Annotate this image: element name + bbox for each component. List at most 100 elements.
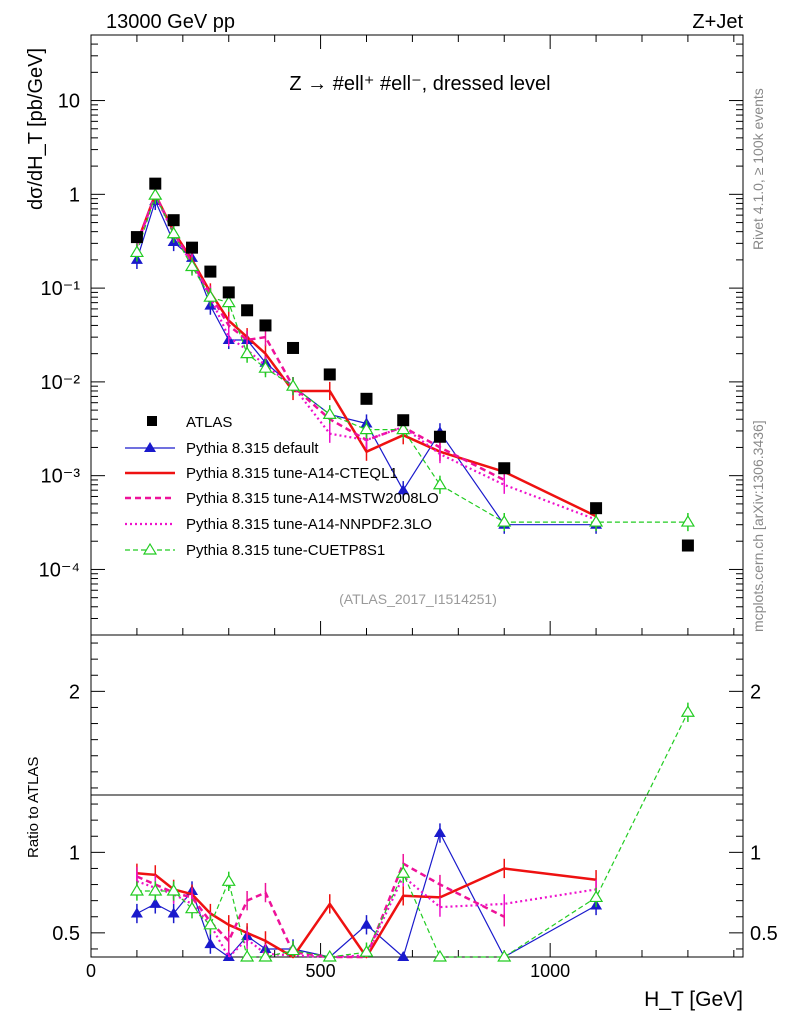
marker-cuetp-ratio (497, 949, 512, 962)
marker-cuetp-main (589, 514, 604, 527)
ratio-plot-frame (90, 634, 744, 958)
atlas-point-main (590, 502, 603, 515)
atlas-point-main (287, 341, 300, 354)
atlas-point-main (323, 368, 336, 381)
marker-cuetp-main (322, 407, 337, 420)
marker-cuetp-ratio (680, 705, 695, 717)
marker-default-ratio (149, 897, 162, 908)
main-series (129, 177, 695, 552)
atlas-point-main (222, 286, 235, 299)
atlas-point-main (186, 241, 199, 254)
marker-cuetp-main (148, 187, 163, 200)
legend-label-default: Pythia 8.315 default (186, 440, 319, 457)
atlas-point-main (433, 430, 446, 443)
marker-cuetp-ratio (322, 949, 337, 962)
atlas-point-main (681, 539, 694, 552)
marker-cuetp-main (359, 422, 374, 435)
ratio-tick-label-right: 2 (750, 681, 761, 703)
legend-symbol-atlas (147, 416, 157, 426)
y-tick-label: 1 (69, 184, 80, 206)
legend-label-atlas: ATLAS (186, 414, 232, 431)
x-tick-label: 500 (306, 961, 336, 981)
beam-label: 13000 GeV pp (106, 11, 235, 33)
marker-cuetp-ratio (359, 945, 374, 957)
series-line-default-ratio (136, 832, 597, 958)
marker-default-ratio (360, 918, 373, 929)
marker-cuetp-ratio (184, 901, 200, 914)
mcplots-label: mcplots.cern.ch [arXiv:1306.3436] (750, 420, 766, 632)
marker-cuetp-main (258, 361, 273, 373)
x-axis-title: H_T [GeV] (644, 988, 743, 1011)
y-tick-label: 10 (58, 91, 80, 113)
marker-cuetp-main (129, 245, 144, 258)
ratio-tick-label-right: 1 (750, 842, 761, 864)
atlas-point-main (360, 392, 373, 405)
rivet-label: Rivet 4.1.0, ≥ 100k events (750, 88, 766, 250)
marker-cuetp-ratio (240, 949, 255, 962)
y-tick-label: 10⁻⁴ (39, 559, 80, 581)
marker-cuetp-ratio (129, 883, 144, 896)
marker-cuetp-ratio (589, 890, 604, 903)
series-line-cuetp-main (136, 194, 688, 523)
marker-default-ratio (130, 907, 143, 918)
atlas-point-main (130, 231, 143, 244)
marker-cuetp-ratio (432, 949, 448, 962)
marker-cuetp-main (497, 514, 512, 527)
legend-marker-cuetp (142, 542, 158, 555)
marker-cuetp-main (240, 346, 255, 359)
marker-cuetp-main (432, 477, 448, 490)
x-tick-label: 1000 (530, 961, 570, 981)
ratio-series (129, 702, 695, 962)
marker-cuetp-ratio (258, 949, 273, 962)
y-axis-title: dσ/dH_T [pb/GeV] (25, 48, 47, 210)
ratio-tick-label-left: 2 (69, 681, 80, 703)
marker-cuetp-ratio (285, 943, 301, 956)
ratio-tick-label-left: 1 (69, 842, 80, 864)
y-tick-label: 10⁻¹ (41, 278, 81, 300)
marker-cuetp-ratio (203, 917, 218, 930)
legend-label-mstw: Pythia 8.315 tune-A14-MSTW2008LO (186, 490, 439, 507)
legend-marker-default (144, 442, 156, 452)
marker-cuetp-ratio (396, 866, 411, 878)
ratio-tick-label-left: 0.5 (52, 923, 80, 945)
marker-cuetp-ratio (221, 874, 236, 886)
legend: ATLAS Pythia 8.315 default Pythia 8.315 … (125, 414, 439, 559)
plot-title: Z → #ell⁺ #ell⁻, dressed level (289, 73, 550, 95)
atlas-point-main (498, 462, 511, 475)
marker-cuetp-main (396, 422, 411, 435)
marker-cuetp-ratio (166, 883, 181, 896)
y-tick-label: 10⁻³ (41, 466, 81, 488)
x-tick-label: 0 (86, 961, 96, 981)
series-line-cuetp-ratio (136, 712, 689, 958)
legend-label-cuetp: Pythia 8.315 tune-CUETP8S1 (186, 542, 385, 559)
marker-default-main (397, 484, 410, 495)
atlas-point-main (241, 304, 254, 317)
series-line-nnpdf-ratio (136, 875, 597, 959)
ratio-axis-title: Ratio to ATLAS (25, 757, 42, 858)
atlas-point-main (204, 265, 217, 278)
marker-cuetp-main (166, 226, 181, 239)
y-tick-label: 10⁻² (41, 372, 81, 394)
marker-cuetp-main (221, 295, 236, 308)
marker-cuetp-main (184, 259, 200, 272)
marker-cuetp-main (680, 514, 695, 527)
atlas-point-main (149, 177, 162, 190)
atlas-point-main (397, 414, 410, 427)
series-line-mstw-main (135, 193, 505, 482)
process-label: Z+Jet (692, 11, 743, 33)
atlas-point-main (167, 214, 180, 227)
marker-cuetp-main (285, 379, 301, 391)
axes: 0 500 1000 10 1 10⁻¹ 10⁻² 10⁻³ 10⁻⁴ 0.5 0.5 1 1 2 2 (39, 34, 778, 981)
marker-default-ratio (167, 907, 180, 918)
marker-default-ratio (397, 951, 410, 961)
legend-label-cteql1: Pythia 8.315 tune-A14-CTEQL1 (186, 465, 398, 482)
ratio-tick-label-right: 0.5 (750, 923, 778, 945)
legend-label-nnpdf: Pythia 8.315 tune-A14-NNPDF2.3LO (186, 516, 432, 533)
marker-cuetp-main (203, 290, 218, 302)
atlas-point-main (259, 319, 272, 332)
marker-default-ratio (204, 938, 217, 949)
marker-cuetp-ratio (148, 883, 163, 896)
marker-default-ratio (433, 827, 446, 838)
analysis-label: (ATLAS_2017_I1514251) (339, 591, 497, 607)
